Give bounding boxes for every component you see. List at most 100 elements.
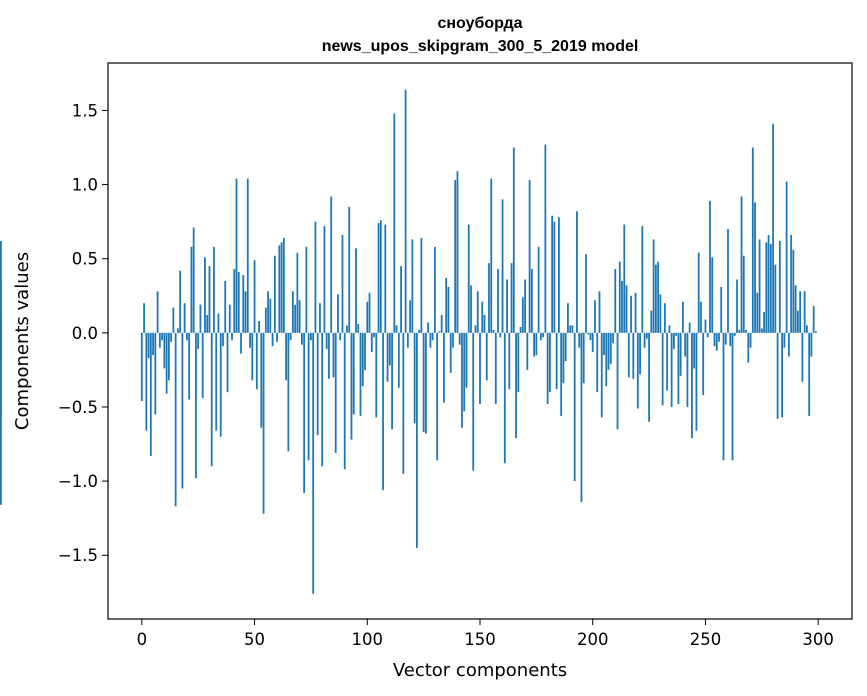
bar-77 [314,221,317,333]
bar-247 [697,252,700,333]
bar-56 [267,291,269,333]
bar-98 [361,332,364,387]
bar-129 [431,332,434,341]
bar-127 [427,322,430,333]
bar-132 [438,331,441,333]
bar-73 [305,246,308,333]
bar-292 [799,291,802,333]
bar-222 [641,226,644,333]
bar-284 [781,332,784,418]
bar-180 [546,332,549,405]
chart-title-line1: сноуборда [437,15,522,32]
bar-178 [542,332,545,338]
bar-236 [672,332,675,350]
bar-271 [751,147,754,333]
bar-101 [368,292,371,333]
bar-63 [282,237,285,333]
bar-62 [280,242,283,333]
bar-133 [440,315,443,333]
bar-186 [560,332,563,416]
bar-198 [587,332,590,335]
bar-179 [544,144,547,333]
bar-65 [287,332,290,452]
bar-145 [467,224,470,333]
bar-10 [163,332,166,369]
bar-210 [614,269,617,333]
bar-80 [321,332,324,467]
bar-255 [715,332,718,351]
bar-117 [404,89,407,333]
bar-97 [359,332,362,416]
bar-171 [526,332,529,370]
bar-95 [355,248,357,333]
y-tick-label: 1.5 [72,101,98,120]
bar-153 [485,332,488,381]
bar-226 [650,310,653,333]
bar-209 [612,332,614,344]
bar-211 [616,332,619,430]
bar-253 [711,257,714,333]
bar-16 [176,328,179,333]
bar-134 [443,332,445,403]
bar-243 [688,322,691,333]
bar-147 [472,332,475,471]
bar-21 [188,332,191,400]
bar-299 [815,331,817,333]
bar-165 [512,147,515,333]
bar-161 [503,332,506,464]
bar-259 [724,332,727,345]
bar-168 [519,326,522,333]
bar-146 [470,285,472,333]
x-tick-label: 0 [137,630,148,649]
bar-27 [201,332,204,399]
bar-239 [679,332,682,376]
bar-119 [409,300,412,333]
x-tick-label: 250 [690,630,722,649]
bar-67 [291,291,294,333]
bar-44 [240,332,242,354]
bar-96 [357,323,360,333]
bar-248 [700,301,702,333]
bar-143 [463,332,466,412]
bar-106 [379,220,382,333]
bar-25 [197,332,200,350]
bar-298 [812,306,815,333]
bar-64 [285,332,288,381]
bar-183 [553,221,556,333]
bar-173 [530,269,533,333]
bar-35 [219,332,222,437]
bar-9 [161,332,164,341]
bar-275 [760,328,763,333]
bar-138 [452,332,454,348]
bar-107 [382,332,384,491]
bar-188 [564,332,567,362]
x-axis-label: Vector components [393,660,567,681]
bar-167 [517,332,520,393]
bar-23 [192,227,195,333]
bar-257 [720,286,723,333]
bar-283 [778,240,781,333]
bar-100 [366,301,369,333]
bar-126 [424,332,427,434]
bar-272 [754,202,756,333]
bar-45 [242,275,245,333]
bar-264 [736,279,738,333]
bar-undefined [0,332,2,360]
bar-108 [384,224,387,333]
bar-82 [325,332,328,350]
bar-281 [774,264,777,333]
x-tick-label: 100 [352,630,384,649]
bar-280 [772,123,774,333]
bar-290 [794,285,797,333]
bar-260 [727,229,729,333]
bar-223 [643,332,646,348]
bar-157 [494,332,497,405]
bar-140 [456,171,459,333]
bar-262 [731,332,734,461]
bar-203 [598,291,601,333]
bar-202 [596,332,599,393]
bar-94 [352,332,355,415]
bar-8 [158,332,161,348]
bar-251 [706,332,709,338]
bar-48 [249,332,251,348]
